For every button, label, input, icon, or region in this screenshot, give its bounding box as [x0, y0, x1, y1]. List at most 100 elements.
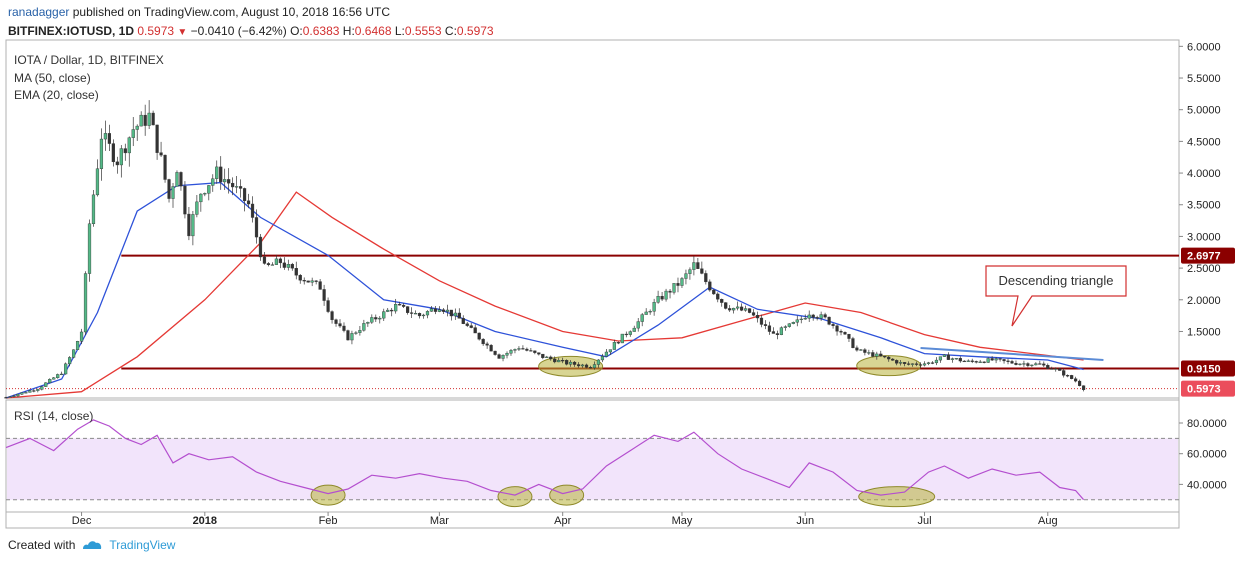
candle-body	[493, 350, 497, 355]
candle-body	[553, 358, 557, 363]
candle-body	[298, 274, 302, 281]
candle-body	[282, 262, 286, 268]
candle-body	[187, 213, 191, 237]
candle-body	[652, 302, 656, 312]
candle-body	[596, 359, 601, 365]
rsi-tick-label: 40.0000	[1187, 479, 1227, 491]
candle-body	[815, 317, 819, 319]
rsi-tick-label: 60.0000	[1187, 449, 1227, 461]
candle-body	[242, 188, 247, 202]
high-label: H:	[342, 24, 355, 38]
candle-body	[1058, 368, 1062, 371]
candle-body	[437, 309, 442, 312]
candle-body	[680, 278, 684, 286]
ma-50-line	[5, 191, 1084, 399]
candle-body	[406, 306, 410, 313]
candle-body	[914, 363, 919, 365]
candle-body	[374, 317, 378, 320]
candle-body	[338, 323, 342, 327]
candle-body	[692, 262, 696, 270]
candle-body	[274, 258, 278, 265]
candle-body	[143, 114, 147, 126]
candle-body	[302, 280, 306, 282]
candle-body	[720, 299, 724, 303]
candle-body	[922, 363, 927, 366]
candle-body	[40, 386, 44, 390]
candle-body	[453, 312, 457, 317]
candle-body	[700, 268, 704, 274]
candle-body	[191, 214, 195, 237]
candle-body	[616, 342, 620, 344]
candle-body	[640, 314, 644, 322]
candle-body	[600, 356, 605, 361]
time-tick-label: Apr	[554, 515, 571, 527]
candle-body	[588, 367, 593, 369]
candle-body	[628, 331, 632, 335]
candle-body	[696, 262, 700, 269]
candle-body	[803, 318, 807, 320]
level-price-tag	[1181, 247, 1235, 264]
candle-body	[545, 356, 549, 358]
candle-body	[64, 363, 68, 375]
time-tick-label: May	[672, 515, 693, 527]
candle-body	[52, 377, 56, 380]
candle-body	[819, 314, 823, 319]
candle-body	[783, 326, 787, 328]
candle-body	[306, 280, 310, 283]
tradingview-link[interactable]: TradingView	[109, 538, 176, 552]
candle-body	[103, 133, 108, 140]
candle-body	[167, 179, 171, 199]
candle-body	[477, 332, 481, 340]
candle-body	[1034, 363, 1038, 366]
rsi-pane	[5, 419, 1179, 508]
candle-body	[286, 264, 290, 268]
candle-body	[310, 280, 314, 283]
candle-body	[1006, 360, 1010, 362]
candle-body	[930, 362, 935, 364]
candle-body	[330, 311, 334, 320]
candle-body	[529, 350, 533, 352]
rsi-legend: RSI (14, close)	[14, 409, 93, 423]
price-tick-label: 3.0000	[1187, 231, 1221, 243]
candle-body	[1050, 368, 1054, 370]
candle-body	[48, 379, 52, 383]
candle-body	[322, 289, 326, 301]
candle-body	[672, 283, 676, 293]
candle-body	[1054, 368, 1058, 370]
candle-body	[485, 343, 489, 346]
candle-body	[469, 325, 473, 328]
tradingview-logo-icon	[83, 541, 102, 549]
candle-body	[946, 354, 950, 360]
candle-body	[433, 308, 438, 312]
candle-body	[875, 353, 879, 357]
candle-body	[36, 389, 40, 391]
candle-body	[795, 319, 799, 323]
author-link[interactable]: ranadagger	[8, 5, 70, 19]
candle-body	[767, 325, 772, 332]
candle-body	[278, 258, 282, 264]
candle-body	[318, 281, 322, 290]
last-price-label: 0.5973	[1187, 384, 1221, 396]
candle-body	[163, 154, 167, 180]
candle-body	[314, 280, 318, 282]
candle-body	[704, 273, 708, 283]
candle-body	[660, 296, 664, 300]
candle-body	[974, 361, 978, 363]
candle-body	[561, 360, 565, 362]
level-price-label: 2.6977	[1187, 251, 1221, 263]
axes: 6.0000 5.5000 5.0000 4.5000 4.0000 3.5000 3.00…	[72, 41, 1235, 527]
candle-body	[891, 358, 895, 361]
candle-body	[612, 342, 616, 350]
candle-body	[489, 345, 493, 352]
last-price-tag	[1181, 380, 1235, 397]
candle-body	[24, 392, 28, 394]
candle-body	[763, 324, 768, 326]
publish-info: published on TradingView.com, August 10,…	[72, 5, 391, 19]
candle-body	[835, 325, 839, 332]
symbol-line: BITFINEX:IOTUSD, 1D 0.5973 ▼ −0.0410 (−6…	[8, 24, 494, 38]
candle-body	[903, 362, 907, 364]
candle-body	[223, 179, 227, 183]
candle-body	[1042, 363, 1046, 366]
price-tick-label: 4.0000	[1187, 168, 1221, 180]
